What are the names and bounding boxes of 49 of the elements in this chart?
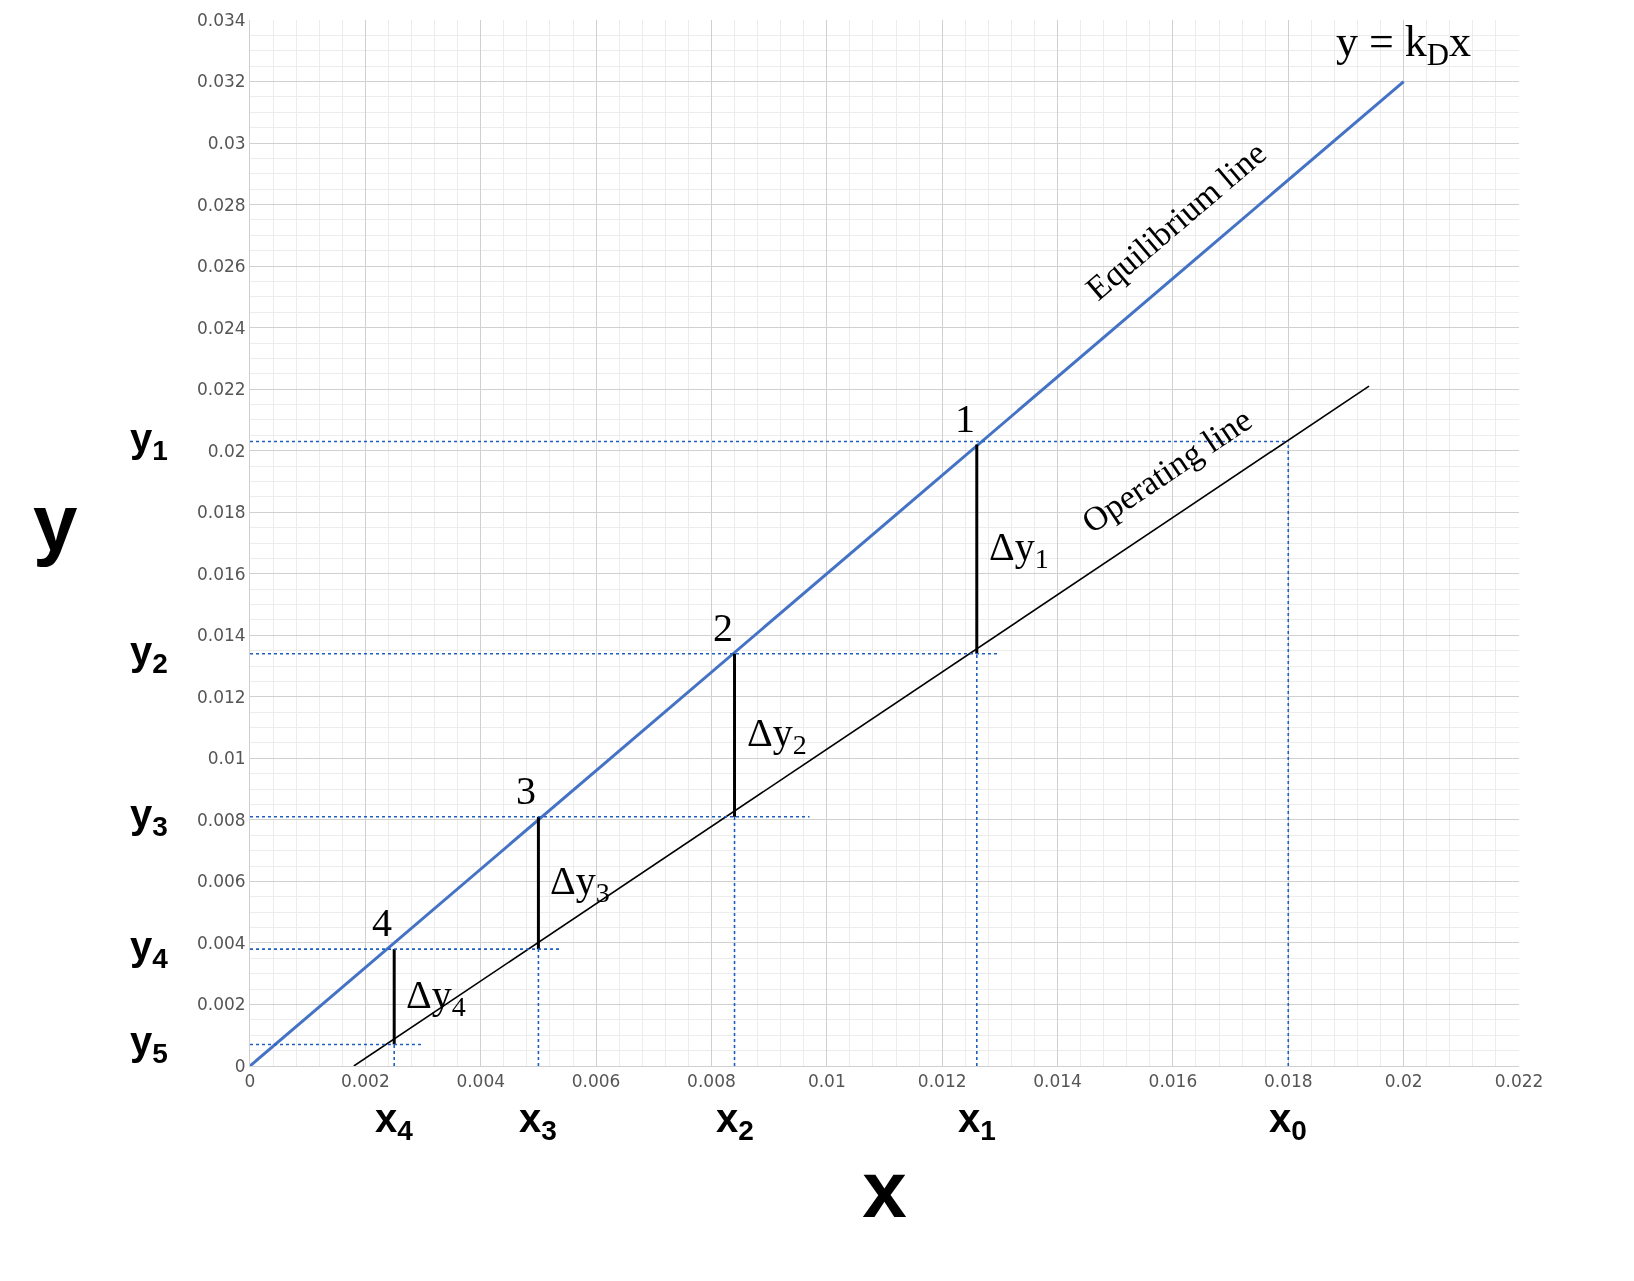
x-tick-label: 0.002 [341,1071,390,1092]
annotation: y = k$_{D}$x [1336,17,1472,73]
annotation: Δy$_{2}$ [747,710,807,761]
text: y$_{5}$ [130,1019,168,1070]
y-tick-label: 0.004 [196,932,246,953]
y-axis-title: y [33,478,78,567]
text: x$_{2}$ [716,1096,754,1147]
y-tick-label: 0.02 [207,440,246,461]
y-tick-label: 0.016 [196,563,246,584]
text: y$_{4}$ [130,924,169,975]
annotation: 1 [955,396,975,441]
y-tick-label: 0.006 [196,871,246,892]
y-tick-label: 0.024 [196,317,246,338]
y-tick-label: 0.01 [207,748,246,769]
annotation: 3 [516,768,536,813]
y-tick-label: 0.014 [196,625,246,646]
y-tick-label: 0.022 [196,379,246,400]
y-tick-label: 0.032 [196,71,246,92]
x-tick-label: 0.01 [807,1071,846,1092]
text: y$_{3}$ [130,792,168,843]
text: x$_{1}$ [958,1096,996,1147]
x-tick-label: 0.016 [1148,1071,1198,1092]
text: y$_{1}$ [130,416,168,467]
y-tick-label: 0.03 [207,133,246,154]
y-tick-label: 0.008 [196,809,246,830]
annotation: 2 [713,605,733,650]
x-tick-label: 0.004 [456,1071,506,1092]
x-tick-label: 0.018 [1263,1071,1313,1092]
x-tick-label: 0.02 [1384,1071,1423,1092]
y-tick-label: 0.018 [196,502,246,523]
x-tick-label: 0.008 [687,1071,736,1092]
text: y$_{2}$ [130,629,168,680]
x-axis-title: x [862,1144,907,1234]
x-tick-label: 0.022 [1494,1071,1544,1092]
text: x$_{0}$ [1269,1096,1307,1147]
y-tick-label: 0.012 [196,686,246,707]
annotation: 4 [372,900,392,945]
text: x$_{4}$ [375,1096,414,1147]
y-tick-label: 0.002 [196,994,246,1015]
annotation: Δy$_{1}$ [989,524,1049,575]
annotation: Δy$_{4}$ [406,972,466,1023]
y-tick-label: 0 [234,1055,246,1076]
y-tick-label: 0.026 [196,256,246,277]
x-tick-label: 0.014 [1033,1071,1082,1092]
text: x$_{3}$ [519,1096,557,1147]
y-tick-label: 0.034 [196,9,246,30]
y-tick-label: 0.028 [196,194,246,215]
x-tick-label: 0.012 [917,1071,967,1092]
x-tick-label: 0.006 [571,1071,621,1092]
